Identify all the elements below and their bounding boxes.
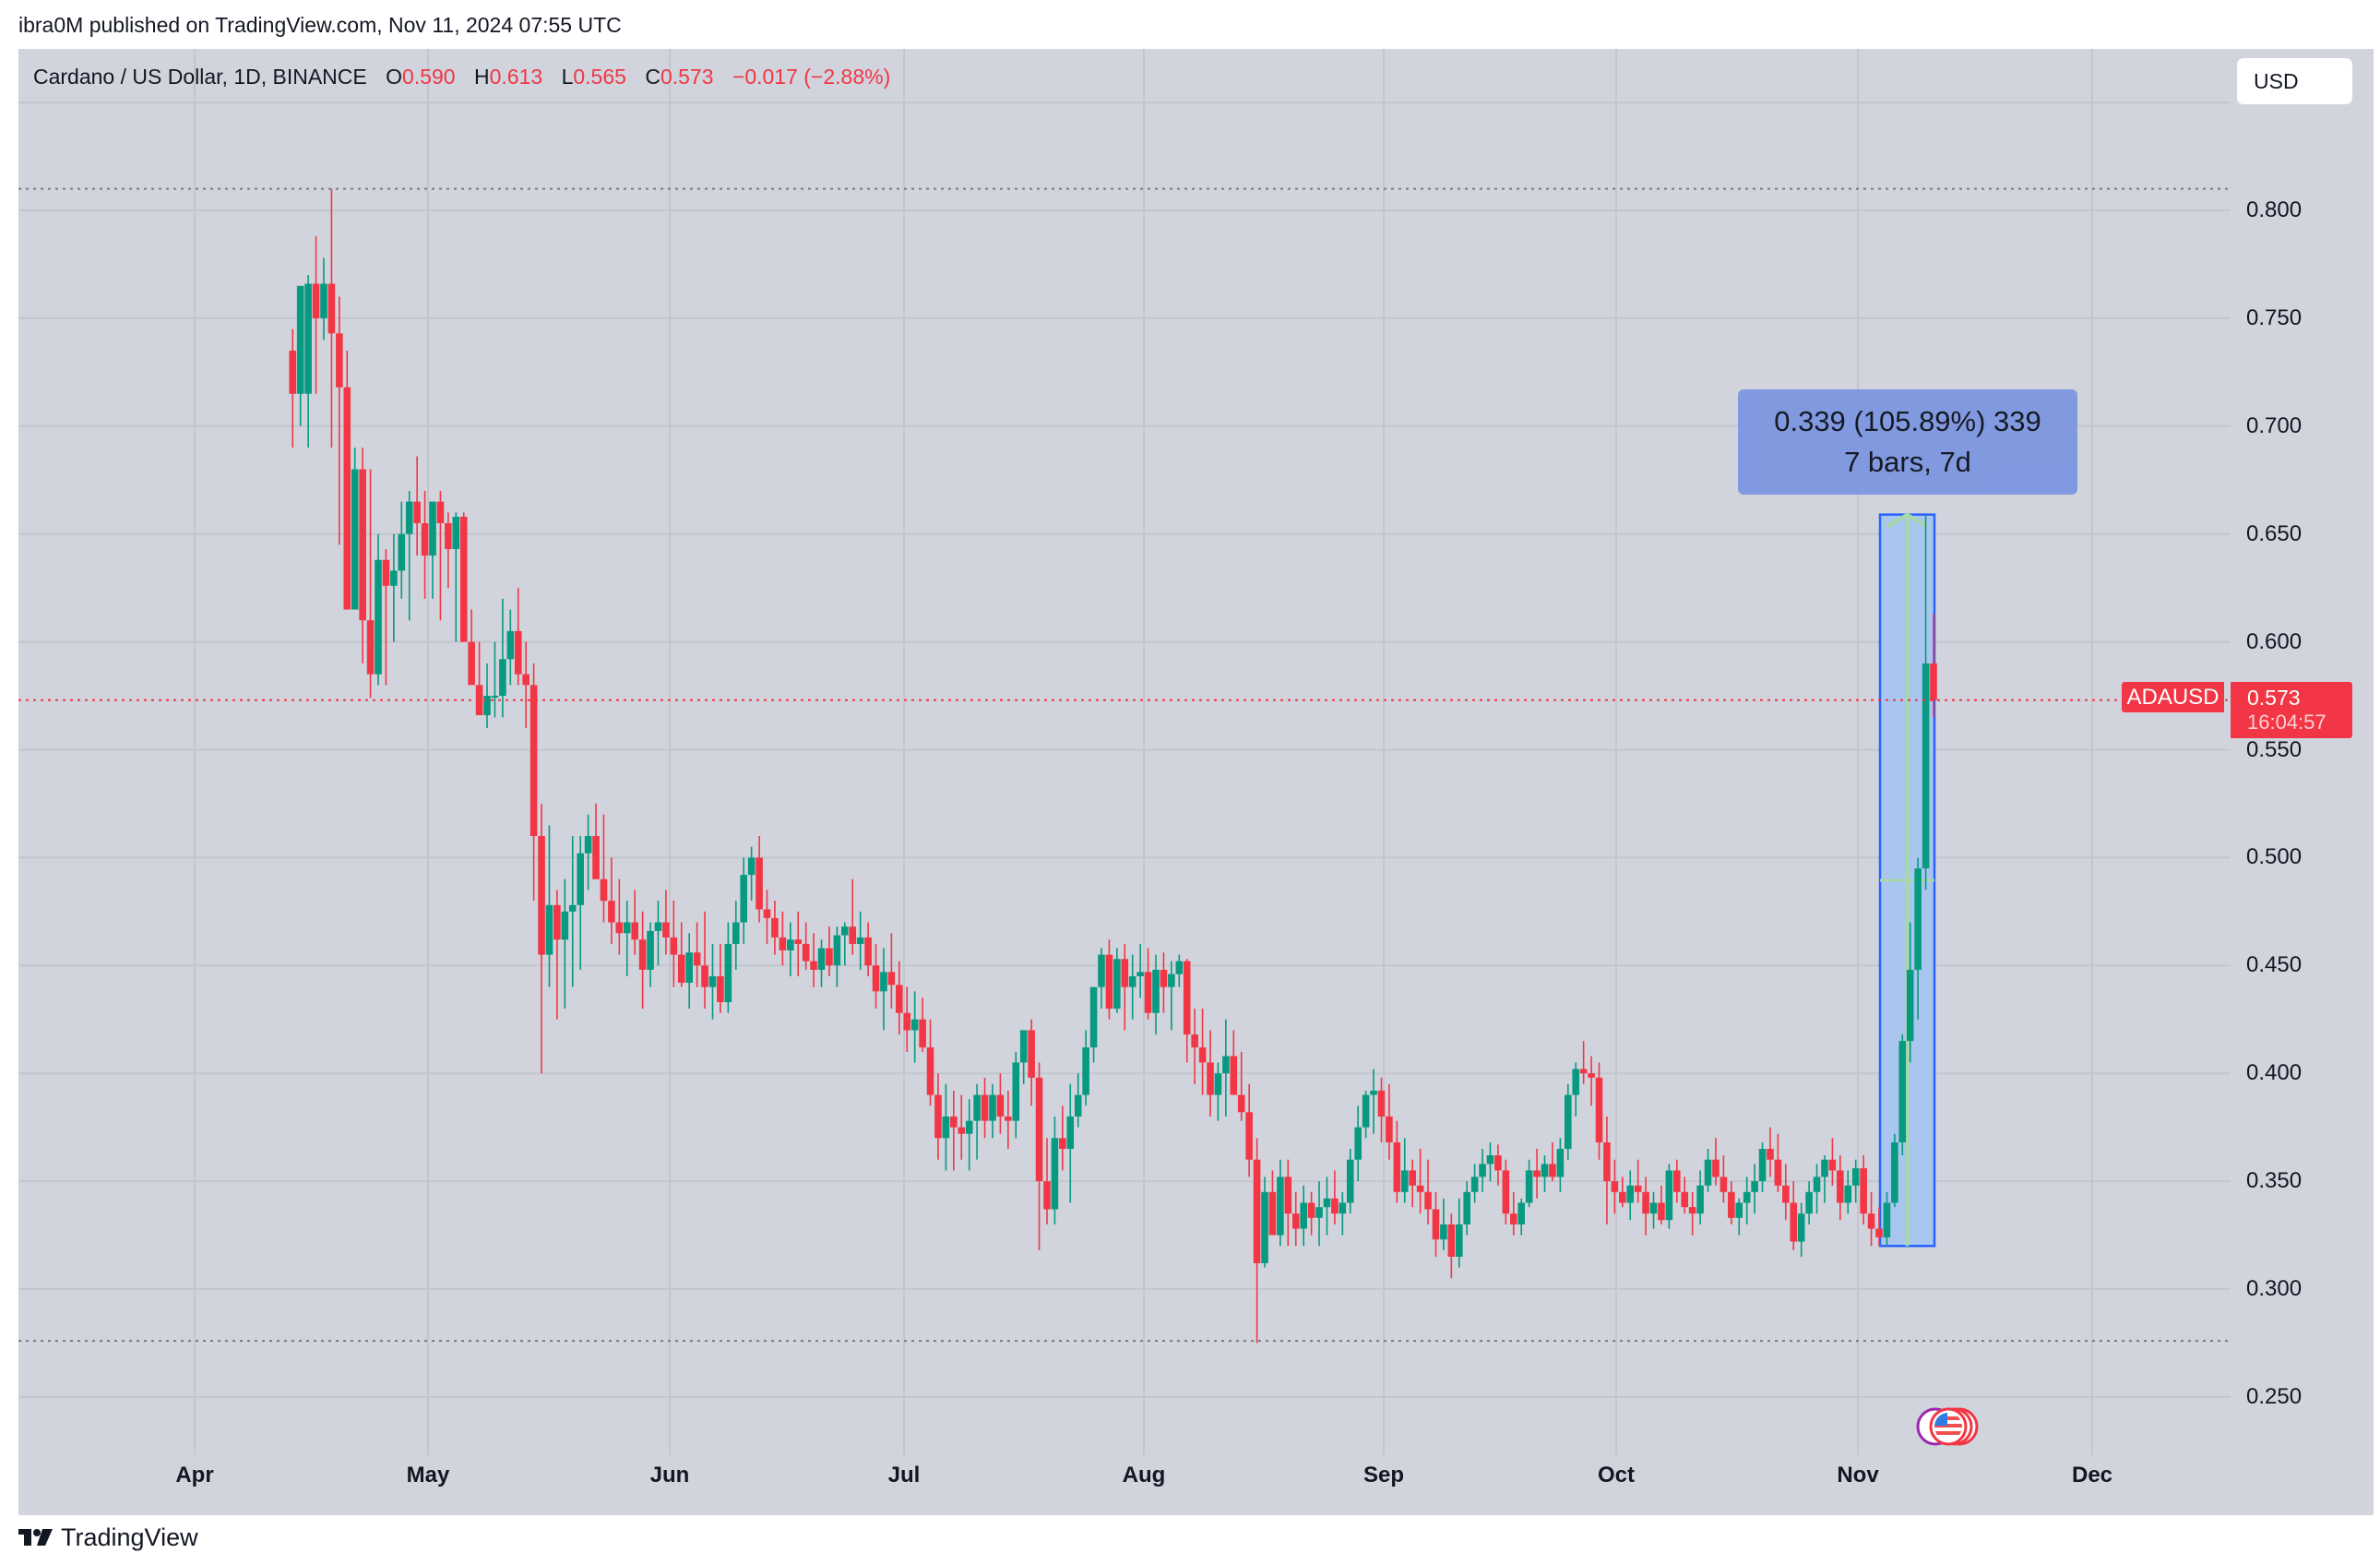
bar-countdown: 16:04:57	[2247, 711, 2326, 734]
time-tick-label: Oct	[1597, 1463, 1636, 1487]
price-tick-label: 0.400	[2246, 1060, 2303, 1086]
measure-change: 0.339 (105.89%) 339	[1774, 405, 2041, 437]
measure-bars: 7 bars, 7d	[1844, 446, 1971, 478]
price-tick-label: 0.300	[2246, 1276, 2303, 1301]
time-tick-label: Sep	[1363, 1463, 1405, 1487]
price-tick-label: 0.550	[2246, 736, 2303, 762]
symbol-title[interactable]: Cardano / US Dollar, 1D, BINANCE	[33, 65, 367, 89]
low-value: 0.565	[573, 65, 626, 89]
symbol-legend: Cardano / US Dollar, 1D, BINANCE O0.590 …	[33, 65, 903, 90]
price-tick-label: 0.750	[2246, 305, 2303, 330]
chart-frame[interactable]	[18, 49, 2374, 1515]
us-flag-icon[interactable]	[1929, 1407, 1968, 1446]
price-tick-label: 0.600	[2246, 628, 2303, 654]
low-label: L	[561, 65, 574, 89]
high-value: 0.613	[489, 65, 543, 89]
close-label: C	[645, 65, 660, 89]
close-value: 0.573	[660, 65, 714, 89]
price-tick-label: 0.250	[2246, 1383, 2303, 1409]
footer: TradingView	[18, 1521, 198, 1554]
open-value: 0.590	[402, 65, 456, 89]
time-tick-label: Jun	[649, 1463, 690, 1487]
publish-info: ibra0M published on TradingView.com, Nov…	[18, 13, 622, 37]
tradingview-brand[interactable]: TradingView	[61, 1523, 198, 1551]
tradingview-logo-icon	[18, 1529, 53, 1546]
measure-tooltip: 0.339 (105.89%) 339 7 bars, 7d	[1738, 389, 2077, 495]
change-value: −0.017 (−2.88%)	[732, 65, 891, 89]
last-price: 0.573	[2247, 686, 2301, 710]
price-tick-label: 0.350	[2246, 1168, 2303, 1194]
price-tick-label: 0.650	[2246, 520, 2303, 546]
last-price-tag: 0.573 16:04:57	[2231, 682, 2352, 738]
currency-button[interactable]: USD	[2237, 58, 2352, 104]
time-tick-label: Nov	[1837, 1463, 1879, 1487]
symbol-price-tag: ADAUSD	[2122, 682, 2224, 712]
time-tick-label: May	[406, 1463, 450, 1487]
price-tick-label: 0.700	[2246, 412, 2303, 438]
time-tick-label: Jul	[887, 1463, 921, 1487]
price-tick-label: 0.800	[2246, 197, 2303, 222]
time-tick-label: Apr	[175, 1463, 214, 1487]
economic-events[interactable]	[1915, 1405, 1989, 1448]
high-label: H	[473, 65, 490, 89]
price-tick-label: 0.450	[2246, 952, 2303, 978]
price-tick-label: 0.500	[2246, 844, 2303, 870]
time-tick-label: Aug	[1122, 1463, 1166, 1487]
time-tick-label: Dec	[2071, 1463, 2113, 1487]
open-label: O	[386, 65, 403, 89]
